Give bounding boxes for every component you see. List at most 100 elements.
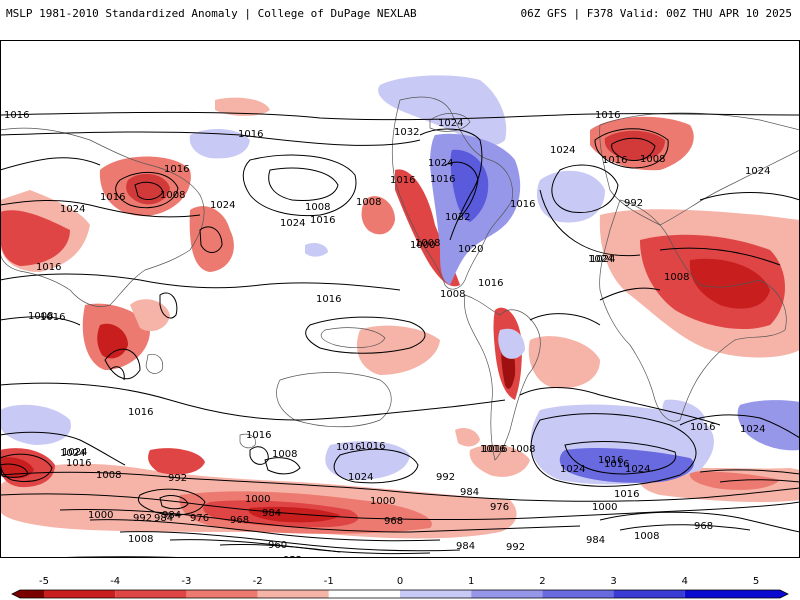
- colorbar-tick-label: 0: [397, 576, 403, 587]
- colorbar-tick-label: 3: [610, 576, 616, 587]
- isobar-label: 968: [694, 521, 713, 532]
- map-title: MSLP 1981-2010 Standardized Anomaly | Co…: [6, 7, 417, 20]
- isobar-label: 1024: [348, 472, 373, 483]
- isobar-label: 1016: [36, 262, 61, 273]
- isobar-label: 1016: [604, 459, 629, 470]
- isobar-label: 1016: [482, 444, 507, 455]
- isobar-label: 1008: [96, 470, 121, 481]
- isobar-label: 1024: [745, 166, 770, 177]
- colorbar-swatch: [186, 590, 258, 598]
- isobar-label: 968: [230, 515, 249, 526]
- isobar-label: 1020: [458, 244, 483, 255]
- isobar-label: 1008: [415, 238, 440, 249]
- anomaly-shading: [0, 75, 800, 539]
- isobar-label: 1032: [445, 212, 470, 223]
- colorbar-tick-label: -4: [110, 576, 120, 587]
- isobar-label: 992: [168, 473, 187, 484]
- colorbar-labels: -5 -4 -3 -2 -1 0 1 2 3 4 5: [39, 576, 759, 587]
- isobar-label: 1016: [246, 430, 271, 441]
- isobar-label: 1016: [480, 444, 505, 455]
- colorbar-tick-label: -1: [324, 576, 334, 587]
- colorbar-tick-label: -5: [39, 576, 49, 587]
- isobar-label: 952: [283, 555, 302, 558]
- isobar-label: 1016: [598, 455, 623, 466]
- colorbar-arrow-right: [780, 590, 788, 598]
- isobar-label: 960: [268, 540, 287, 551]
- colorbar-swatch: [20, 590, 44, 598]
- isobar-label: 968: [384, 516, 403, 527]
- isobar-label: 1024: [438, 118, 463, 129]
- colorbar-swatch: [257, 590, 329, 598]
- isobar-label: 1024: [740, 424, 765, 435]
- isobar-label: 1024: [428, 158, 453, 169]
- isobar-label: 1008: [440, 289, 465, 300]
- isobar-label: 1000: [245, 494, 270, 505]
- isobar-label: 1032: [394, 127, 419, 138]
- model-run-info: 06Z GFS | F378 Valid: 00Z THU APR 10 202…: [520, 7, 792, 20]
- isobar-label: 984: [162, 510, 181, 521]
- isobar-label: 1000: [410, 240, 435, 251]
- isobar-label: 1016: [164, 164, 189, 175]
- isobar-label: 1024: [588, 254, 613, 265]
- isobar-label: 1016: [595, 110, 620, 121]
- isobar-label: 984: [154, 513, 173, 524]
- isobar-label: 1008: [305, 202, 330, 213]
- isobar-label: 1016: [238, 129, 263, 140]
- isobar-label: 1016: [510, 199, 535, 210]
- isobar-label: 1000: [88, 510, 113, 521]
- isobars: [0, 111, 800, 558]
- colorbar: -5 -4 -3 -2 -1 0 1 2 3 4 5: [11, 576, 789, 599]
- colorbar-tick-label: 4: [682, 576, 688, 587]
- colorbar-swatch: [684, 590, 780, 598]
- isobar-label: 1024: [590, 254, 615, 265]
- colorbar-swatch: [328, 590, 400, 598]
- isobar-label: 1008: [634, 531, 659, 542]
- isobar-label: 984: [460, 487, 479, 498]
- colorbar-tick-label: 5: [753, 576, 759, 587]
- isobar-label: 1016: [336, 442, 361, 453]
- colorbar-tick-label: 1: [468, 576, 474, 587]
- isobar-label: 992: [133, 513, 152, 524]
- isobar-label: 1016: [430, 174, 455, 185]
- isobar-label: 984: [586, 535, 605, 546]
- isobar-label: 1016: [316, 294, 341, 305]
- isobar-label: 1024: [62, 447, 87, 458]
- isobar-label: 1024: [60, 204, 85, 215]
- isobar-label: 1008: [28, 311, 53, 322]
- isobar-label: 1008: [664, 272, 689, 283]
- colorbar-tick-label: -2: [253, 576, 263, 587]
- anomaly-map: 1016 1016 1024 1016 1008 1016 1024 1024 …: [0, 40, 800, 558]
- isobar-label: 976: [190, 513, 209, 524]
- isobar-label: 1016: [390, 175, 415, 186]
- isobar-label: 1008: [356, 197, 381, 208]
- colorbar-swatch: [471, 590, 543, 598]
- colorbar-swatch: [613, 590, 685, 598]
- colorbar-swatch: [542, 590, 614, 598]
- isobar-label: 1008: [128, 534, 153, 545]
- isobar-label: 992: [506, 542, 525, 553]
- isobar-label: 992: [436, 472, 455, 483]
- isobar-label: 976: [490, 502, 509, 513]
- isobar-label: 1016: [478, 278, 503, 289]
- isobar-label: 992: [624, 198, 643, 209]
- map-panel: 1016 1016 1024 1016 1008 1016 1024 1024 …: [0, 40, 800, 558]
- isobar-label: 1024: [550, 145, 575, 156]
- isobar-label: 1016: [602, 155, 627, 166]
- colorbar-swatch: [400, 590, 472, 598]
- isobar-label: 1016: [690, 422, 715, 433]
- isobar-label: 1016: [310, 215, 335, 226]
- isobar-label: 1000: [592, 502, 617, 513]
- isobar-label: 1016: [66, 458, 91, 469]
- colorbar-outline: [11, 589, 789, 599]
- isobar-label: 1016: [128, 407, 153, 418]
- isobar-label: 1024: [625, 464, 650, 475]
- isobar-label: 984: [262, 508, 281, 519]
- colorbar-arrow-left: [12, 590, 20, 598]
- colorbar-swatch: [115, 590, 187, 598]
- isobar-label: 1016: [614, 489, 639, 500]
- isobar-label: 1008: [160, 190, 185, 201]
- colorbar-tick-label: 2: [539, 576, 545, 587]
- isobar-label: 1008: [272, 449, 297, 460]
- isobar-label: 1000: [370, 496, 395, 507]
- isobar-label: 1024: [280, 218, 305, 229]
